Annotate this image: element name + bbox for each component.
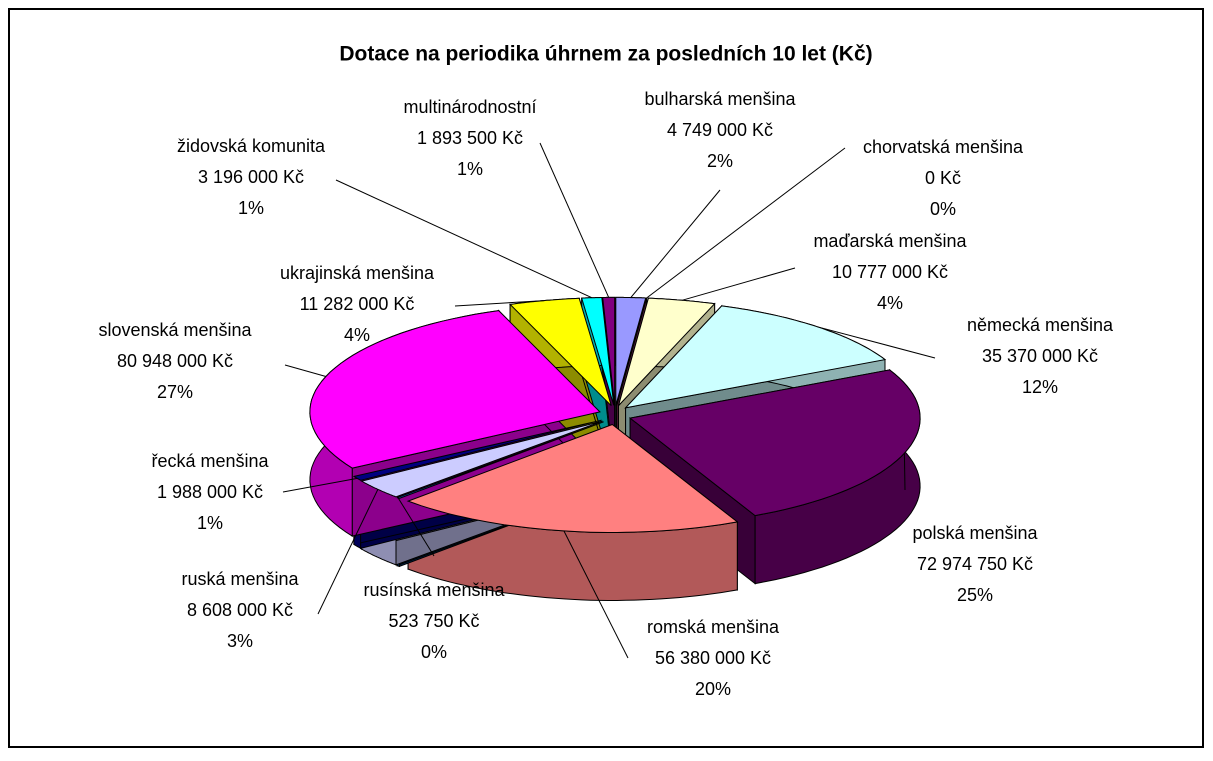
data-label: 1% xyxy=(238,198,264,218)
data-label: 25% xyxy=(957,585,993,605)
leader-line xyxy=(335,179,593,299)
leader-line xyxy=(817,326,936,359)
data-label: 56 380 000 Kč xyxy=(655,648,771,668)
leader-line xyxy=(284,364,327,377)
leader-line xyxy=(681,267,796,301)
data-label: 0 Kč xyxy=(925,168,961,188)
leader-line xyxy=(317,489,379,615)
data-label: ruská menšina xyxy=(181,569,299,589)
data-label: 1% xyxy=(457,159,483,179)
data-label: 72 974 750 Kč xyxy=(917,554,1033,574)
data-label: chorvatská menšina xyxy=(863,137,1024,157)
data-label: 0% xyxy=(930,199,956,219)
data-label: 523 750 Kč xyxy=(388,611,479,631)
data-label: multinárodnostní xyxy=(403,97,536,117)
data-label: 1% xyxy=(197,513,223,533)
leader-line xyxy=(563,530,629,659)
data-label: 2% xyxy=(707,151,733,171)
data-label: 4 749 000 Kč xyxy=(667,120,773,140)
data-label: řecká menšina xyxy=(151,451,269,471)
data-label: 20% xyxy=(695,679,731,699)
leader-line xyxy=(397,497,435,557)
leader-line xyxy=(282,477,358,493)
data-label: 1 988 000 Kč xyxy=(157,482,263,502)
data-label: bulharská menšina xyxy=(644,89,796,109)
data-label: 0% xyxy=(421,642,447,662)
data-label: 10 777 000 Kč xyxy=(832,262,948,282)
data-label: 11 282 000 Kč xyxy=(300,294,415,314)
data-label: maďarská menšina xyxy=(813,231,967,251)
data-label: židovská komunita xyxy=(177,136,326,156)
chart-title: Dotace na periodika úhrnem za posledních… xyxy=(339,43,872,66)
data-label: romská menšina xyxy=(647,617,780,637)
data-label: 3 196 000 Kč xyxy=(198,167,304,187)
leader-line xyxy=(539,142,610,298)
data-label: 4% xyxy=(877,293,903,313)
data-label: 3% xyxy=(227,631,253,651)
data-label: 8 608 000 Kč xyxy=(187,600,293,620)
leader-line xyxy=(630,189,721,298)
data-label: rusínská menšina xyxy=(363,580,505,600)
data-label: slovenská menšina xyxy=(98,320,252,340)
slice xyxy=(396,421,604,499)
data-label: polská menšina xyxy=(912,523,1038,543)
data-label: 12% xyxy=(1022,377,1058,397)
data-label: ukrajinská menšina xyxy=(280,263,435,283)
data-label: 27% xyxy=(157,382,193,402)
data-label: německá menšina xyxy=(967,315,1114,335)
leader-line xyxy=(454,300,545,307)
leader-line xyxy=(903,453,906,491)
leader-line xyxy=(646,147,846,299)
data-label: 1 893 500 Kč xyxy=(417,128,523,148)
data-label: 35 370 000 Kč xyxy=(982,346,1098,366)
data-label: 4% xyxy=(344,325,370,345)
data-label: 80 948 000 Kč xyxy=(117,351,233,371)
